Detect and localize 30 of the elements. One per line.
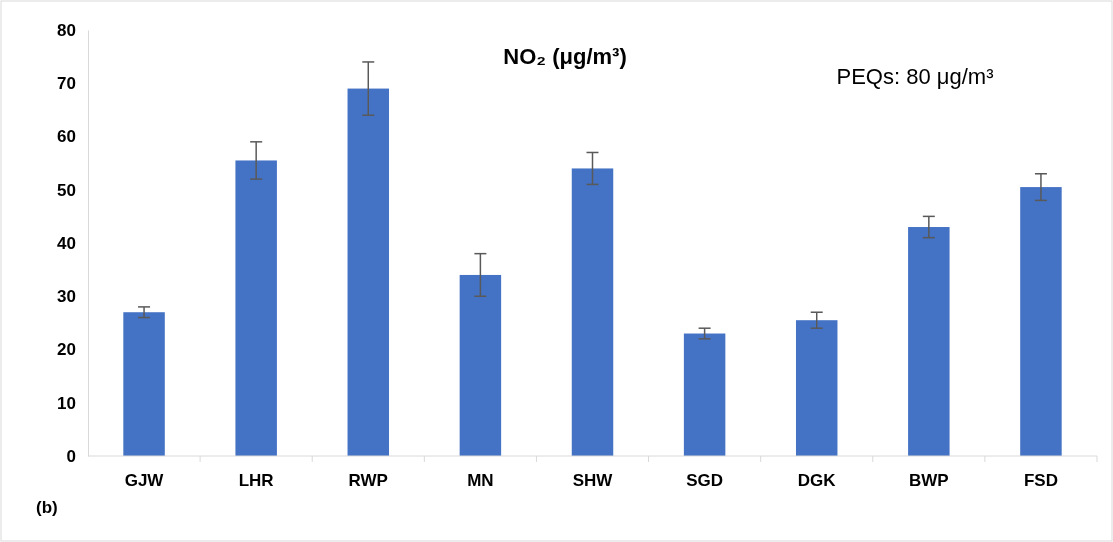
x-tick-label: BWP [909, 471, 949, 490]
bar [123, 312, 165, 456]
text: NO₂ (μg/m³) [503, 44, 627, 69]
x-tick-label: FSD [1023, 471, 1058, 490]
y-tick-label: 30 [57, 287, 76, 307]
annotation: PEQs: 80 μg/m³ [836, 64, 994, 89]
bar [347, 88, 390, 456]
bar [235, 160, 277, 456]
x-tick-label: DGK [797, 471, 837, 490]
y-tick-label: 80 [57, 20, 76, 40]
y-tick-label: 0 [66, 446, 76, 466]
text: (b) [36, 498, 58, 517]
bar [459, 274, 502, 456]
bar [1020, 187, 1062, 456]
bar [795, 320, 838, 456]
x-tick-label: GJW [124, 471, 165, 490]
y-tick-label: 60 [57, 127, 76, 147]
x-tick-label: LHR [238, 471, 274, 490]
bar [571, 168, 614, 456]
bar [683, 333, 726, 456]
y-tick-label: 70 [57, 74, 76, 94]
x-tick-label: SGD [686, 471, 724, 490]
y-tick-label: 50 [57, 180, 76, 200]
x-tick-label: MN [467, 471, 494, 490]
y-tick-label: 10 [57, 393, 76, 413]
x-tick-label: RWP [348, 471, 388, 490]
y-tick-label: 20 [57, 340, 76, 360]
bar [908, 227, 950, 456]
y-tick-label: 40 [57, 233, 76, 253]
x-tick-label: SHW [572, 471, 614, 490]
